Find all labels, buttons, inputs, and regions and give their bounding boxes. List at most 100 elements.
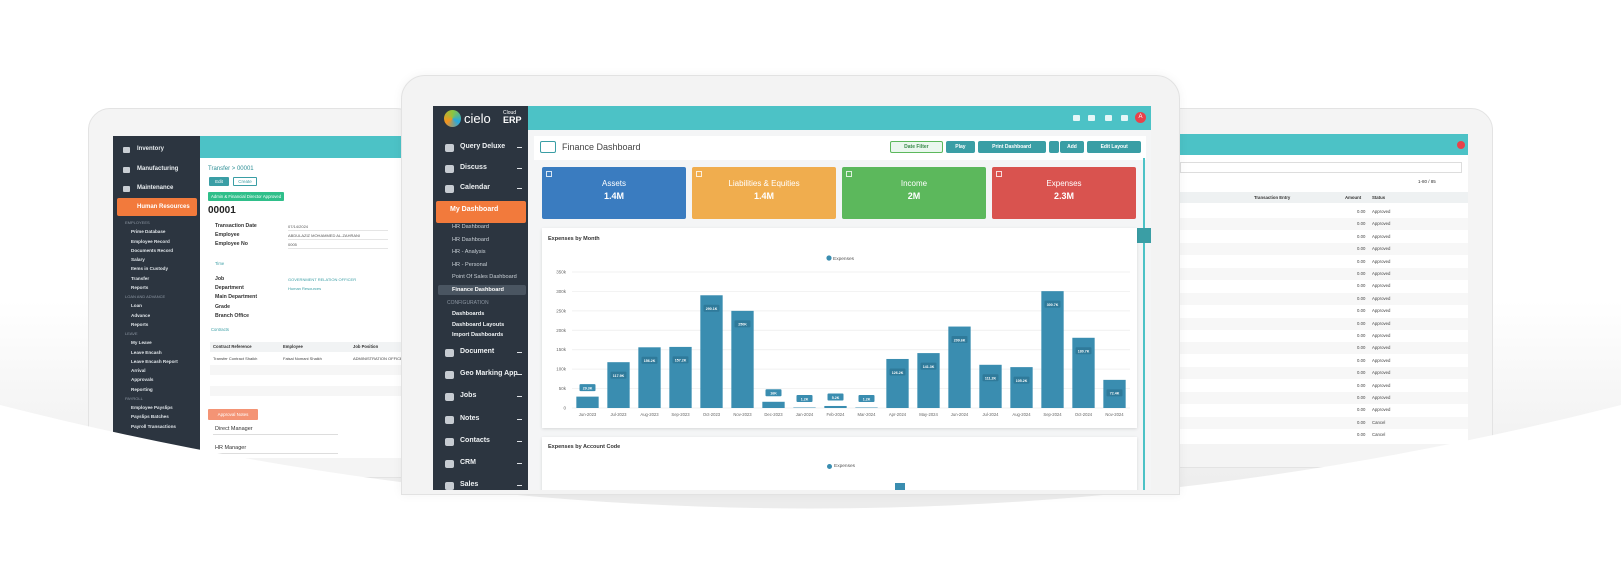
value-label: 156.2K (644, 359, 656, 363)
menu-item[interactable]: Inventory (137, 146, 165, 152)
menu-item[interactable]: Maintenance (137, 185, 174, 191)
status: Approved (1372, 407, 1391, 413)
row-stripe (1180, 367, 1468, 380)
menu-item[interactable]: Jobs (460, 392, 477, 400)
submenu-item[interactable]: Point Of Sales Dashboard (452, 274, 517, 280)
kpi-card[interactable]: Assets 1.4M (542, 167, 686, 219)
amount: 0.00 (1357, 419, 1366, 425)
x-tick-label: Dec-2023 (764, 412, 783, 417)
chart-title: Expenses by Month (548, 236, 600, 242)
submenu-item[interactable]: Advance (131, 312, 151, 318)
value-label: 209.6K (954, 338, 966, 342)
submenu-item[interactable]: Approvals (131, 377, 154, 383)
menu-item[interactable]: Manufacturing (137, 165, 179, 172)
row-stripe (1180, 218, 1468, 231)
button[interactable]: Create (233, 177, 257, 186)
submenu-item[interactable]: Prime Database (131, 229, 166, 235)
value-label-bg (734, 320, 751, 328)
field-label: Job (215, 276, 225, 282)
menu-item[interactable]: Sales (460, 481, 479, 489)
toolbar-icon[interactable] (1105, 115, 1112, 121)
value-label-bg (920, 362, 937, 370)
submenu-item[interactable]: HR Dashboard (452, 224, 489, 230)
tab[interactable]: Contracts (211, 327, 229, 332)
amount: 0.00 (1357, 221, 1366, 227)
menu-item[interactable]: Geo Marking App (460, 370, 518, 378)
value-label-bg (641, 356, 658, 364)
toolbar-button[interactable]: Date Filter (889, 141, 944, 153)
value-label: 111.2K (985, 377, 997, 381)
logo: cielo (464, 111, 491, 126)
submenu-item[interactable]: Payslips Batches (131, 414, 169, 420)
screen: 1-80 / 85 Transaction Entry Amount Status 0.… (1150, 134, 1468, 444)
submenu-item[interactable]: Leave Encash Report (131, 358, 178, 364)
section-tab[interactable]: Approval Notes (208, 409, 258, 420)
submenu-item[interactable]: Salary (131, 257, 145, 262)
menu-item-active[interactable]: Human Resources (137, 204, 190, 210)
icon-button[interactable] (1048, 141, 1059, 153)
value-label: 5.2K (832, 396, 840, 400)
floor-curve (0, 405, 1621, 567)
submenu-item[interactable]: Employee Record (131, 238, 170, 244)
toolbar-button[interactable]: Play (946, 141, 975, 153)
submenu-item[interactable]: Employee Payslips (131, 405, 173, 410)
config-item[interactable]: Import Dashboards (452, 332, 504, 338)
toolbar-icon[interactable] (1073, 115, 1080, 121)
expand-icon (517, 485, 522, 487)
status: Approved (1372, 382, 1391, 388)
submenu-item[interactable]: Documents Record (131, 247, 174, 253)
submenu-item[interactable]: Transfer (131, 275, 150, 281)
submenu-item[interactable]: HR Dashboard (452, 236, 489, 243)
menu-item[interactable]: Contacts (460, 436, 490, 444)
submenu-item[interactable]: Arrival (131, 368, 146, 373)
toolbar-icon[interactable] (1121, 115, 1128, 121)
legend-label: Expenses (834, 463, 856, 469)
avatar[interactable]: A (1135, 112, 1146, 123)
bar (824, 405, 847, 408)
menu-icon (445, 482, 454, 490)
kpi-card[interactable]: Expenses 2.3M (992, 167, 1136, 219)
menu-button[interactable] (540, 141, 556, 153)
field-label: Transaction Date (215, 223, 257, 229)
menu-item[interactable]: CRM (460, 459, 476, 466)
value-label-bg (765, 389, 782, 397)
top-bar (1150, 134, 1468, 155)
menu-item[interactable]: Calendar (460, 184, 490, 191)
submenu-item[interactable]: My Leave (131, 340, 152, 346)
submenu-item[interactable]: Reports (131, 321, 149, 327)
submenu-item[interactable]: Loan (131, 303, 142, 309)
config-item[interactable]: Dashboards (452, 311, 485, 317)
menu-item[interactable]: Notes (460, 414, 480, 422)
x-tick-label: Nov-2023 (733, 412, 752, 417)
submenu-item[interactable]: Payroll Transactions (131, 423, 176, 429)
pager[interactable]: 1-80 / 85 (1418, 179, 1436, 184)
column-header: Job Position (353, 344, 379, 349)
menu-item[interactable]: Query Deluxe (460, 143, 506, 150)
toolbar-button[interactable]: Edit Layout (1087, 141, 1141, 153)
toolbar-icon[interactable] (1088, 115, 1095, 121)
kpi-card[interactable]: Income 2M (842, 167, 986, 219)
value-label-bg (858, 395, 875, 403)
button[interactable]: Edit (209, 177, 229, 186)
submenu-item[interactable]: HR - Analysis (452, 249, 486, 255)
submenu-item[interactable]: Items in Custody (131, 266, 169, 272)
tab[interactable]: Time (215, 261, 225, 266)
config-item[interactable]: Dashboard Layouts (452, 321, 505, 328)
submenu-item-active[interactable]: Finance Dashboard (452, 287, 504, 293)
menu-item[interactable]: Discuss (460, 163, 487, 171)
amount: 0.00 (1357, 407, 1366, 413)
menu-item[interactable]: Document (460, 348, 495, 355)
toolbar-button[interactable]: Add (1059, 141, 1085, 153)
legend-label: Expenses (833, 256, 855, 262)
toolbar-button[interactable]: Print Dashboard (977, 141, 1046, 153)
menu-item-active[interactable]: My Dashboard (450, 206, 499, 213)
kpi-card[interactable]: Liabilities & Equities 1.4M (692, 167, 836, 219)
submenu-item[interactable]: Leave Encash (131, 349, 162, 355)
submenu-item[interactable]: Reports (131, 284, 149, 290)
field-label: Main Department (215, 294, 258, 301)
submenu-item[interactable]: Reporting (131, 386, 153, 392)
bar (607, 362, 630, 408)
submenu-item[interactable]: HR - Personal (452, 261, 488, 268)
row-stripe (1180, 342, 1468, 355)
